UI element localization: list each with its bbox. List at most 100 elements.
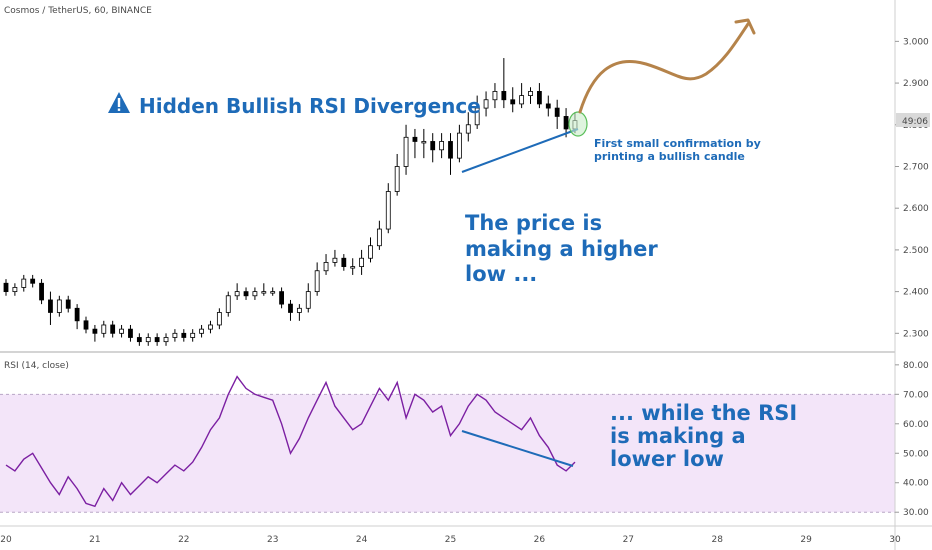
- time-tick-label[interactable]: 27: [623, 535, 634, 545]
- price-tick-label[interactable]: 2.500: [903, 246, 929, 256]
- candle-down: [537, 91, 542, 105]
- candle-up: [519, 95, 525, 105]
- candle-up: [101, 324, 107, 334]
- candle-up: [528, 91, 533, 96]
- candle-series: [3, 58, 578, 346]
- price-text-line-2: making a higher: [465, 237, 658, 261]
- candle-up: [483, 99, 489, 109]
- candle-up: [492, 91, 498, 101]
- price-tick-label[interactable]: 2.400: [903, 288, 929, 298]
- candle-down: [510, 99, 516, 105]
- confirmation-circle: [568, 111, 588, 137]
- candle-up: [261, 291, 267, 294]
- candle-up: [145, 337, 151, 343]
- time-tick-label[interactable]: 20: [0, 535, 12, 545]
- rsi-tick-label[interactable]: 30.00: [903, 508, 929, 518]
- candle-up: [172, 332, 178, 338]
- candle-up: [439, 141, 445, 151]
- time-tick-label[interactable]: 25: [445, 535, 456, 545]
- time-tick-label[interactable]: 29: [800, 535, 812, 545]
- candle-down: [288, 303, 293, 313]
- candle-up: [474, 107, 480, 126]
- rsi-lower-low-line: [461, 430, 574, 467]
- rsi-band: [0, 394, 895, 513]
- candle-down: [430, 141, 436, 151]
- candle-down: [30, 278, 36, 284]
- price-tick-label[interactable]: 2.700: [903, 162, 929, 172]
- candle-down: [3, 282, 9, 293]
- rsi-tick-label[interactable]: 50.00: [903, 449, 929, 459]
- confirmation-text-line-1: First small confirmation by: [594, 137, 761, 150]
- candle-down: [110, 324, 116, 334]
- rsi-tick-label[interactable]: 60.00: [903, 420, 929, 430]
- rsi-tick-label[interactable]: 80.00: [903, 361, 929, 371]
- candle-up: [350, 266, 356, 269]
- candle-up: [296, 307, 302, 313]
- projection-arrow-head: [734, 18, 756, 35]
- price-text-line-1: The price is: [465, 211, 602, 235]
- candle-down: [448, 141, 453, 159]
- candle-up: [199, 328, 204, 334]
- time-tick-label[interactable]: 22: [178, 535, 189, 545]
- candle-down: [83, 320, 89, 330]
- projection-arrow: [578, 22, 750, 114]
- candle-up: [190, 332, 196, 338]
- time-tick-label[interactable]: 30: [889, 535, 901, 545]
- candle-down: [243, 291, 249, 297]
- time-tick-label[interactable]: 21: [89, 535, 100, 545]
- time-tick-label[interactable]: 24: [356, 535, 368, 545]
- rsi-tick-label[interactable]: 70.00: [903, 390, 929, 400]
- rsi-title[interactable]: RSI (14, close): [4, 361, 69, 371]
- candle-down: [48, 299, 53, 313]
- time-tick-label[interactable]: 28: [711, 535, 723, 545]
- candle-down: [563, 116, 569, 130]
- candle-up: [421, 141, 427, 144]
- candle-up: [403, 136, 409, 167]
- candle-up: [323, 262, 329, 272]
- candle-down: [554, 107, 560, 117]
- rsi-axis-ticks[interactable]: 30.00 40.00 50.00 60.00 70.00 80.00: [895, 361, 929, 518]
- price-tick-label[interactable]: 3.000: [903, 37, 929, 47]
- candle-up: [56, 299, 62, 313]
- candle-down: [92, 328, 98, 334]
- candle-up: [456, 132, 462, 159]
- candle-up: [359, 257, 365, 267]
- candle-up: [225, 295, 231, 313]
- rsi-text-line-2: is making a: [610, 424, 746, 448]
- time-tick-label[interactable]: 23: [267, 535, 278, 545]
- time-axis-ticks[interactable]: 20 21 22 23 24 25 26 27 28 29 30: [0, 535, 901, 545]
- candle-down: [501, 91, 507, 101]
- candle-up: [376, 228, 382, 247]
- rsi-tick-label[interactable]: 40.00: [903, 479, 929, 489]
- candle-down: [128, 328, 133, 338]
- rsi-line: [5, 375, 576, 508]
- candle-down: [154, 337, 160, 343]
- candle-up: [252, 291, 258, 297]
- candle-up: [12, 287, 18, 293]
- candle-up: [216, 312, 222, 326]
- candle-down: [545, 103, 551, 109]
- candle-up: [385, 191, 391, 230]
- candle-up: [305, 291, 311, 309]
- price-tick-label[interactable]: 2.300: [903, 329, 929, 339]
- time-tick-label[interactable]: 26: [534, 535, 546, 545]
- price-tick-label[interactable]: 2.900: [903, 79, 929, 89]
- candle-down: [65, 299, 71, 309]
- price-tick-label[interactable]: 2.600: [903, 204, 929, 214]
- candle-up: [163, 337, 169, 343]
- rsi-text-line-3: lower low: [610, 447, 724, 471]
- candle-down: [39, 282, 44, 301]
- candle-down: [279, 291, 284, 305]
- divergence-title: Hidden Bullish RSI Divergence: [139, 94, 481, 118]
- candle-down: [74, 307, 80, 322]
- symbol-title[interactable]: Cosmos / TetherUS, 60, BINANCE: [4, 6, 152, 16]
- candle-up: [394, 166, 400, 192]
- candle-up: [119, 328, 124, 334]
- candle-down: [136, 337, 142, 343]
- price-higher-low-line: [461, 128, 579, 173]
- rsi-text-line-1: ... while the RSI: [610, 401, 797, 425]
- price-badge-label: 49:06: [902, 117, 928, 127]
- candle-down: [412, 136, 418, 142]
- candle-up: [234, 291, 240, 297]
